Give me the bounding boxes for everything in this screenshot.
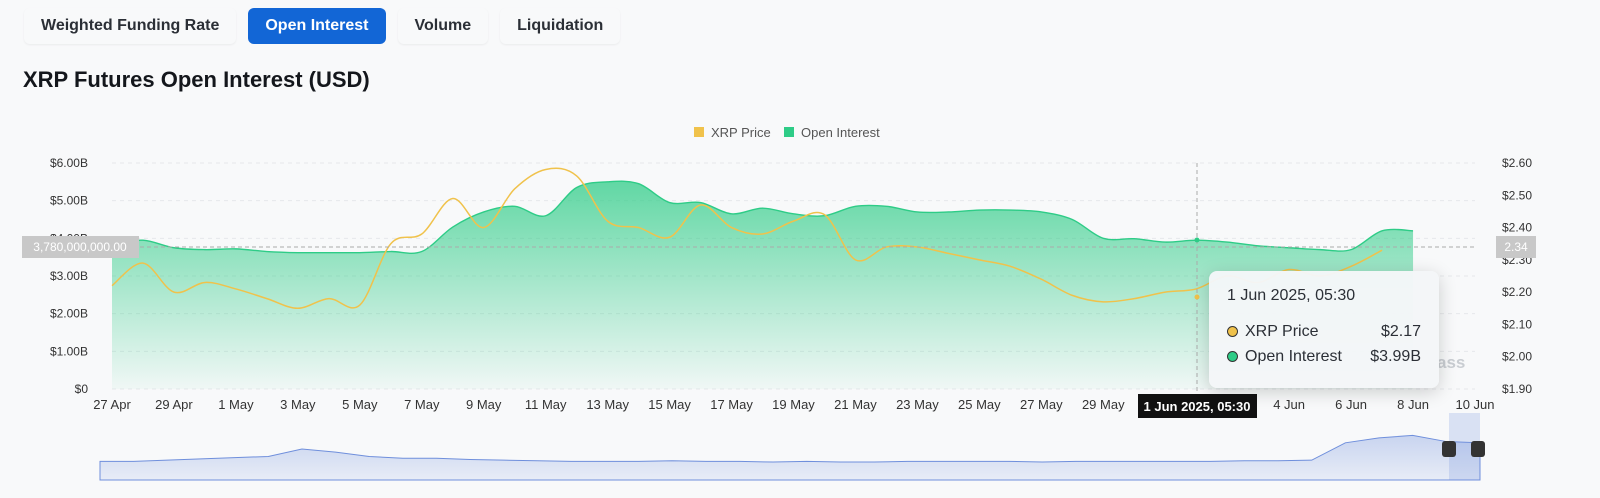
- tab-liquidation[interactable]: Liquidation: [500, 8, 621, 44]
- x-tick-label: 27 May: [1020, 397, 1063, 412]
- y-right-tick-label: $2.20: [1502, 285, 1532, 299]
- crosshair-y-left-badge: [22, 236, 139, 258]
- y-right-tick-label: $2.50: [1502, 188, 1532, 202]
- y-right-tick-label: $1.90: [1502, 382, 1532, 396]
- oi-dot-icon: [1227, 351, 1238, 362]
- crosshair-y-right-badge: [1496, 236, 1536, 258]
- x-tick-label: 21 May: [834, 397, 877, 412]
- x-tick-label: 10 Jun: [1455, 397, 1494, 412]
- x-tick-label: 29 May: [1082, 397, 1125, 412]
- navigator-area: [99, 434, 1481, 481]
- x-tick-label: 7 May: [404, 397, 440, 412]
- x-tick-label: 11 May: [525, 397, 567, 412]
- legend-swatch-xrp-price: [694, 127, 704, 137]
- y-left-tick-label: $5.00B: [50, 194, 88, 208]
- tooltip-value: $3.99B: [1370, 347, 1421, 365]
- navigator-right-handle[interactable]: [1471, 441, 1485, 457]
- navigator-left-handle[interactable]: [1442, 441, 1456, 457]
- x-tick-label: 27 Apr: [93, 397, 131, 412]
- x-tick-label: 3 May: [280, 397, 316, 412]
- x-tick-label: 9 May: [466, 397, 502, 412]
- tab-open-interest[interactable]: Open Interest: [248, 8, 386, 44]
- data-tooltip: 1 Jun 2025, 05:30 XRP Price $2.17 Open I…: [1209, 271, 1439, 388]
- x-axis: 27 Apr 29 Apr 1 May 3 May 5 May 7 May 9 May 11 …: [93, 397, 1494, 412]
- x-tick-label: 29 Apr: [155, 397, 193, 412]
- legend-swatch-open-interest: [784, 127, 794, 137]
- x-tick-label: 23 May: [896, 397, 939, 412]
- x-tick-label: 17 May: [710, 397, 753, 412]
- tab-volume[interactable]: Volume: [397, 8, 489, 44]
- price-dot-icon: [1227, 326, 1238, 337]
- y-right-tick-label: $2.40: [1502, 221, 1532, 235]
- y-left-tick-label: $6.00B: [50, 156, 88, 170]
- page-title: XRP Futures Open Interest (USD): [23, 67, 370, 92]
- metric-tabs: Weighted Funding Rate Open Interest Volu…: [24, 8, 621, 44]
- crosshair-x-label: 1 Jun 2025, 05:30: [1144, 399, 1251, 414]
- tooltip-row-oi: Open Interest $3.99B: [1227, 344, 1421, 369]
- watermark-text: ass: [1437, 353, 1465, 372]
- tooltip-value: $2.17: [1380, 322, 1421, 340]
- tooltip-row-price: XRP Price $2.17: [1227, 319, 1421, 344]
- y-right-tick-label: $2.60: [1502, 156, 1532, 170]
- price-hover-point: [1194, 294, 1200, 300]
- x-tick-label: 13 May: [586, 397, 629, 412]
- x-tick-label: 1 May: [218, 397, 254, 412]
- x-tick-label: 25 May: [958, 397, 1001, 412]
- y-right-tick-label: $2.10: [1502, 317, 1532, 331]
- legend-label-open-interest[interactable]: Open Interest: [801, 125, 880, 140]
- tab-weighted-funding-rate[interactable]: Weighted Funding Rate: [24, 8, 237, 44]
- oi-hover-point: [1194, 237, 1200, 243]
- tooltip-name: Open Interest: [1245, 347, 1342, 365]
- tooltip-date: 1 Jun 2025, 05:30: [1227, 287, 1356, 304]
- legend-label-xrp-price[interactable]: XRP Price: [711, 125, 771, 140]
- y-axis-left: $0$1.00B$2.00B$3.00B$4.00B$5.00B$6.00B: [50, 156, 88, 396]
- y-axis-right: $1.90$2.00$2.10$2.20$2.30$2.40$2.50$2.60: [1502, 156, 1532, 396]
- tooltip-name: XRP Price: [1245, 322, 1319, 340]
- x-tick-label: 8 Jun: [1397, 397, 1429, 412]
- open-interest-area: [112, 181, 1414, 389]
- y-right-tick-label: $2.00: [1502, 350, 1532, 364]
- y-left-tick-label: $0: [75, 382, 89, 396]
- x-tick-label: 4 Jun: [1273, 397, 1305, 412]
- y-left-tick-label: $2.00B: [50, 307, 88, 321]
- crosshair-x-badge: [1138, 394, 1257, 418]
- x-tick-label: 15 May: [648, 397, 691, 412]
- crosshair-y-left-label: 3,780,000,000.00: [33, 240, 127, 254]
- xrp-price-line: [111, 167, 1383, 310]
- x-tick-label: 5 May: [342, 397, 378, 412]
- x-tick-label: 6 Jun: [1335, 397, 1367, 412]
- crosshair-y-right-label: 2.34: [1504, 240, 1528, 254]
- y-left-tick-label: $1.00B: [50, 344, 88, 358]
- y-left-tick-label: $3.00B: [50, 269, 88, 283]
- x-tick-label: 19 May: [772, 397, 815, 412]
- range-navigator[interactable]: [99, 413, 1485, 481]
